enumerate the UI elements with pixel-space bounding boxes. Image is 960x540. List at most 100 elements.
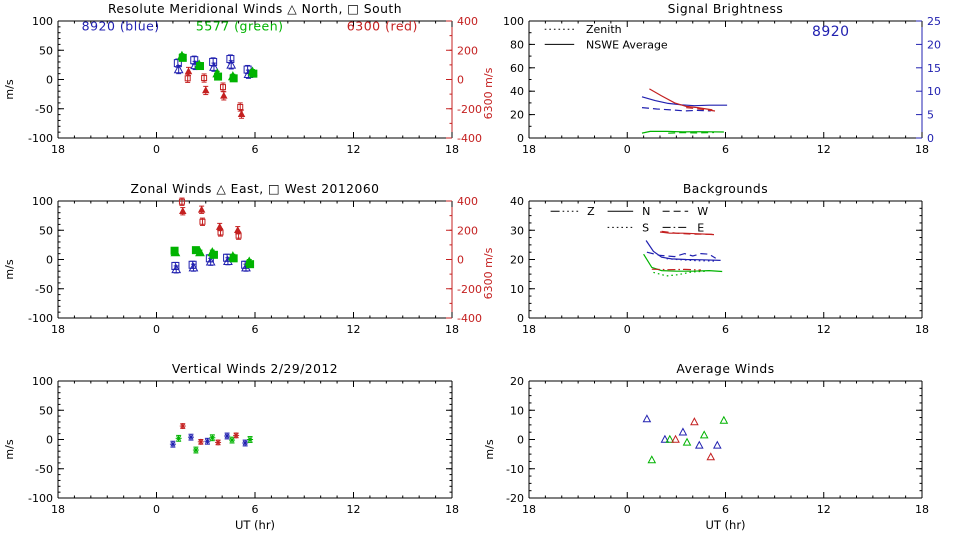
- svg-text:20: 20: [927, 38, 941, 51]
- series-5577: [170, 246, 255, 269]
- svg-text:-400: -400: [457, 132, 482, 145]
- svg-text:-100: -100: [28, 492, 53, 505]
- svg-text:-400: -400: [457, 312, 482, 325]
- triangle-marker: [234, 226, 242, 234]
- square-marker: [229, 74, 238, 83]
- svg-text:Z: Z: [587, 205, 595, 218]
- svg-text:60: 60: [510, 62, 524, 75]
- svg-text:E: E: [697, 221, 704, 234]
- square-marker: [196, 62, 205, 71]
- square-marker: [188, 260, 197, 269]
- square-marker: [178, 198, 185, 205]
- panel-average-winds: 18 0 6 12 18 20 10 0 -10 -20 m/s Average Winds UT (h…: [480, 360, 960, 540]
- series-6300-e: [651, 268, 701, 271]
- triangle-marker: [171, 264, 182, 274]
- svg-text:18: 18: [915, 323, 929, 336]
- svg-text:12: 12: [817, 323, 831, 336]
- svg-text:6: 6: [722, 143, 729, 156]
- series-6300: [184, 66, 246, 119]
- series-5577-nswe-average: [641, 130, 724, 134]
- triangle-marker: [202, 86, 210, 94]
- axes: 18 0 6 12 18 20 10 0 -10 -20 m/s: [483, 375, 929, 516]
- triangle-marker: [719, 415, 729, 424]
- triangle-marker: [665, 434, 675, 443]
- svg-text:18: 18: [522, 323, 536, 336]
- svg-text:400: 400: [457, 15, 478, 28]
- svg-text:6300 m/s: 6300 m/s: [482, 247, 495, 299]
- series-6300-nswe-average: [649, 88, 713, 111]
- svg-text:6300 (red): 6300 (red): [347, 18, 418, 33]
- series-6300-n: [659, 231, 715, 236]
- svg-text:Resolute Meridional Winds △ No: Resolute Meridional Winds △ North, □ Sou…: [108, 2, 402, 16]
- svg-text:0: 0: [46, 254, 53, 267]
- triangle-marker: [682, 437, 692, 446]
- series-8920-n: [645, 240, 721, 261]
- svg-text:200: 200: [457, 224, 478, 237]
- triangle-marker: [699, 430, 709, 439]
- series-5577: [177, 50, 258, 83]
- svg-text:6: 6: [722, 323, 729, 336]
- star-marker: [224, 432, 231, 439]
- triangle-marker: [712, 440, 722, 449]
- svg-text:18: 18: [51, 503, 65, 516]
- triangle-marker: [660, 434, 670, 443]
- signal-brightness-chart: 18 0 6 12 1810080604020025201510508920Zenith…: [503, 2, 941, 156]
- svg-text:18: 18: [522, 143, 536, 156]
- svg-text:20: 20: [510, 109, 524, 122]
- vertical-winds-chart: 18 0 6 12 18 100 50 0 -50 -100 m/s Vertical Winds 2…: [3, 362, 459, 532]
- triangle-marker: [647, 455, 657, 464]
- star-marker: [197, 438, 204, 445]
- svg-text:50: 50: [39, 404, 53, 417]
- svg-text:0: 0: [517, 434, 524, 447]
- svg-text:25: 25: [927, 15, 941, 28]
- svg-text:UT (hr): UT (hr): [705, 518, 745, 532]
- svg-text:6: 6: [252, 503, 259, 516]
- svg-text:UT (hr): UT (hr): [235, 518, 275, 532]
- square-marker: [171, 261, 180, 270]
- triangle-marker: [184, 67, 193, 75]
- triangle-marker: [706, 452, 716, 461]
- svg-text:Average Winds: Average Winds: [676, 362, 774, 376]
- triangle-marker: [694, 440, 704, 449]
- triangle-marker: [237, 110, 246, 117]
- star-marker: [192, 447, 199, 454]
- svg-text:0: 0: [517, 132, 524, 145]
- square-marker: [199, 218, 206, 225]
- triangle-marker: [215, 222, 224, 230]
- star-marker: [209, 434, 216, 441]
- svg-text:18: 18: [522, 503, 536, 516]
- svg-text:6: 6: [252, 323, 259, 336]
- svg-text:10: 10: [510, 404, 524, 417]
- triangle-marker: [642, 414, 652, 423]
- svg-text:0: 0: [927, 132, 934, 145]
- series-6300: [178, 197, 242, 240]
- svg-text:15: 15: [927, 62, 941, 75]
- series-6300: [671, 417, 716, 461]
- zonal-winds-chart: 18 0 6 12 18 100 50 0 -50 -100 m/s 400 200 0 -200 -4006…: [3, 182, 495, 336]
- svg-text:18: 18: [445, 143, 459, 156]
- svg-text:8920: 8920: [812, 24, 850, 40]
- svg-text:-200: -200: [457, 103, 482, 116]
- svg-text:0: 0: [624, 503, 631, 516]
- svg-text:18: 18: [445, 503, 459, 516]
- svg-text:-200: -200: [457, 283, 482, 296]
- svg-text:10: 10: [510, 283, 524, 296]
- meridional-winds-chart: 18 0 6 12 18100500-50-100m/s4002000-200-4006…: [3, 2, 495, 156]
- svg-text:50: 50: [39, 224, 53, 237]
- square-marker: [246, 260, 255, 269]
- triangle-marker: [195, 247, 205, 257]
- star-marker: [187, 434, 194, 441]
- series-8920-zenith: [641, 107, 711, 112]
- series-5577: [647, 415, 729, 464]
- triangle-marker: [690, 417, 699, 426]
- star-marker: [175, 435, 182, 442]
- svg-text:-50: -50: [35, 283, 53, 296]
- svg-text:-20: -20: [506, 492, 524, 505]
- square-marker: [249, 69, 258, 78]
- svg-text:0: 0: [624, 323, 631, 336]
- triangle-marker: [671, 434, 680, 443]
- svg-text:200: 200: [457, 44, 478, 57]
- square-marker: [217, 229, 224, 236]
